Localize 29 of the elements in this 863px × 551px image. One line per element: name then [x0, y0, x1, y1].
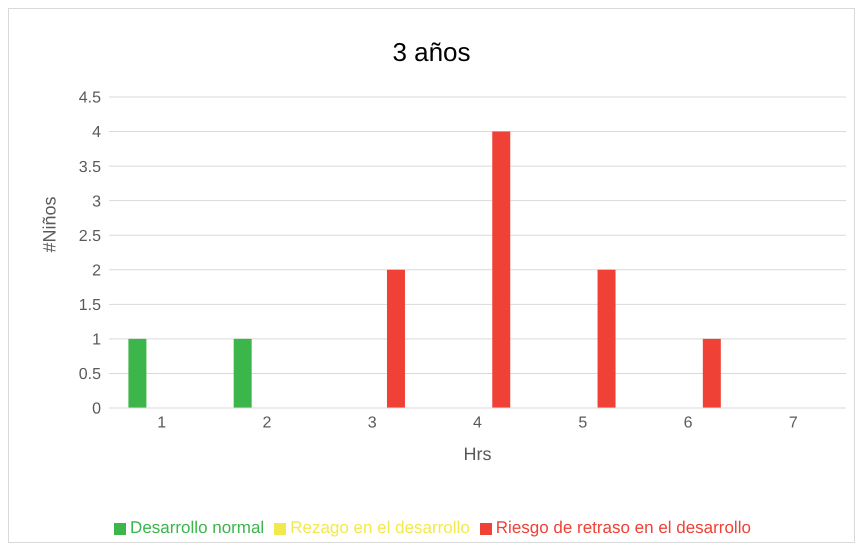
x-tick-label: 1 [157, 414, 166, 432]
x-tick-label: 6 [684, 414, 693, 432]
y-tick-label: 2 [92, 262, 102, 280]
bar [702, 338, 721, 408]
bar [128, 338, 146, 408]
y-tick-label: 1 [92, 332, 102, 349]
y-tick-label: 3.5 [78, 158, 102, 176]
y-tick-label: 2.5 [78, 228, 102, 245]
x-tick-label: 4 [473, 414, 482, 432]
chart-title: 3 años [391, 37, 472, 68]
y-tick-label: 0 [92, 400, 102, 418]
x-tick-label: 5 [578, 414, 588, 432]
x-tick-label: 2 [262, 414, 272, 432]
x-axis-title: Hrs [464, 444, 492, 464]
y-tick-label: 4 [92, 124, 102, 142]
bar [234, 338, 252, 408]
y-tick-label: 0.5 [78, 366, 102, 384]
y-axis-title: #Niños [39, 196, 60, 252]
y-tick-label: 1.5 [78, 297, 102, 314]
y-tick-label: 4.5 [78, 90, 102, 107]
legend-label: Desarrollo normal [130, 518, 264, 537]
x-tick-label: 3 [368, 414, 377, 432]
bar [492, 132, 510, 408]
legend-label: Rezago en el desarrollo [290, 518, 470, 537]
y-tick-label: 3 [92, 193, 102, 210]
legend-label: Riesgo de retraso en el desarrollo [496, 518, 751, 537]
x-tick-label: 7 [788, 414, 798, 432]
bar [598, 270, 616, 408]
bar [386, 270, 405, 408]
